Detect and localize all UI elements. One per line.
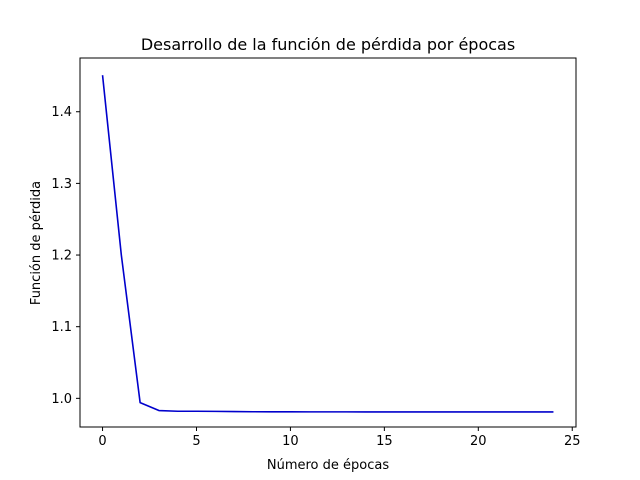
x-tick-label: 15	[376, 434, 393, 449]
x-tick-label: 0	[98, 434, 106, 449]
y-tick-label: 1.1	[51, 320, 72, 335]
chart-title: Desarrollo de la función de pérdida por …	[141, 35, 515, 54]
x-tick-label: 5	[192, 434, 200, 449]
x-tick-label: 20	[470, 434, 487, 449]
x-tick-label: 25	[564, 434, 581, 449]
series-line	[101, 75, 554, 413]
plot-frame	[79, 57, 577, 428]
y-tick-label: 1.3	[51, 177, 72, 192]
x-tick-label: 10	[282, 434, 299, 449]
y-tick-label: 1.2	[51, 249, 72, 264]
y-tick-label: 1.4	[51, 105, 72, 120]
y-tick-label: 1.0	[51, 392, 72, 407]
y-axis-label: Función de pérdida	[29, 181, 44, 305]
x-axis-label: Número de épocas	[267, 458, 389, 473]
plot-area: 0 5 10 15 20 25 1.0 1.1 1.2 1.3 1.4	[51, 57, 581, 449]
